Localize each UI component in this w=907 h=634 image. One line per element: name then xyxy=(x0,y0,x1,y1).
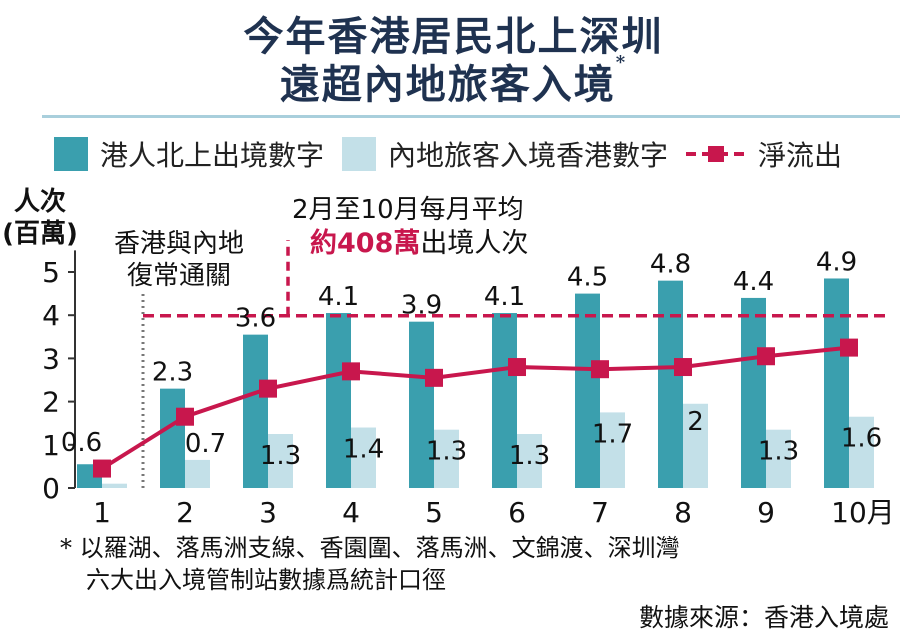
x-tick-label: 8 xyxy=(674,496,692,529)
data-label-mainland-in: 1.3 xyxy=(260,441,301,471)
x-tick-label: 3 xyxy=(259,496,277,529)
legend-label-hk-north: 港人北上出境數字 xyxy=(100,139,325,172)
data-label-hk-north: 2.3 xyxy=(152,358,193,388)
footnote: * 以羅湖、落馬洲支線、香園圍、落馬洲、文錦渡、深圳灣 六大出入境管制站數據爲統… xyxy=(60,532,900,596)
bar-mainland-in xyxy=(185,459,210,488)
y-tick-label: 4 xyxy=(42,299,60,332)
data-label-hk-north: 4.5 xyxy=(567,263,608,293)
net-out-point xyxy=(508,358,526,377)
title-divider xyxy=(42,115,900,118)
bar-hk-north xyxy=(824,278,849,488)
y-axis-label-line2: (百萬) xyxy=(2,219,78,249)
data-label-hk-north: 0.6 xyxy=(61,428,102,458)
bar-hk-north xyxy=(326,313,351,488)
x-tick-label: 4 xyxy=(342,496,360,529)
legend-swatch-hk-north xyxy=(54,137,88,171)
net-out-point xyxy=(342,362,360,381)
x-tick-label: 10月 xyxy=(831,496,895,529)
bar-mainland-in xyxy=(683,403,708,488)
bar-hk-north xyxy=(658,280,683,488)
annotation-average-suffix: 出境人次 xyxy=(420,228,528,259)
data-label-hk-north: 3.6 xyxy=(235,304,276,334)
x-tick-label: 5 xyxy=(425,496,443,529)
bar-mainland-in xyxy=(517,434,542,488)
x-tick-label: 7 xyxy=(591,496,609,529)
y-tick-label: 5 xyxy=(42,256,60,289)
data-label-mainland-in: 1.3 xyxy=(426,437,467,467)
chart-title-line1: 今年香港居民北上深圳 xyxy=(243,13,664,60)
bar-mainland-in xyxy=(766,429,791,488)
bar-hk-north xyxy=(575,293,600,488)
bar-hk-north xyxy=(243,334,268,488)
legend-label-mainland-in: 內地旅客入境香港數字 xyxy=(388,139,669,172)
data-label-mainland-in: 1.4 xyxy=(343,435,384,465)
x-tick-label: 1 xyxy=(93,496,111,529)
y-tick-label: 3 xyxy=(42,342,60,375)
legend: 港人北上出境數字 內地旅客入境香港數字 淨流出 xyxy=(54,134,860,174)
y-tick-label: 1 xyxy=(42,429,60,462)
source-note: 數據來源：香港入境處 xyxy=(638,603,889,632)
legend-item-hk-north: 港人北上出境數字 xyxy=(54,134,324,174)
annotation-average-value: 約408萬 xyxy=(310,227,420,259)
data-label-hk-north: 4.9 xyxy=(816,247,857,277)
net-out-point xyxy=(757,347,775,366)
legend-item-mainland-in: 內地旅客入境香港數字 xyxy=(342,134,668,174)
annotation-reopen-line1: 香港與內地 xyxy=(114,229,244,259)
y-axis-label-line1: 人次 xyxy=(13,187,66,217)
bar-mainland-in xyxy=(849,416,874,488)
title-footnote-mark: * xyxy=(615,52,628,73)
title-line2-text: 遠超內地旅客入境 xyxy=(279,61,616,108)
data-label-hk-north: 4.1 xyxy=(318,282,359,312)
net-out-point xyxy=(840,338,858,357)
annotation-reopen-line2: 復常通關 xyxy=(127,261,231,291)
net-out-point xyxy=(425,368,443,387)
net-out-point xyxy=(176,407,194,426)
footnote-line2: 六大出入境管制站數據爲統計口徑 xyxy=(86,566,446,594)
data-label-hk-north: 3.9 xyxy=(401,291,442,321)
bar-mainland-in xyxy=(351,427,376,488)
bar-mainland-in xyxy=(268,434,293,488)
data-label-mainland-in: 1.3 xyxy=(509,441,550,471)
bar-mainland-in xyxy=(434,429,459,488)
annotation-average-line2: 約408萬出境人次 xyxy=(310,227,528,259)
annotation-average-line1: 2月至10月每月平均 xyxy=(292,195,524,225)
data-label-hk-north: 4.4 xyxy=(733,267,774,297)
chart-title-line2: 遠超內地旅客入境* xyxy=(0,52,907,110)
y-tick-label: 0 xyxy=(42,472,60,505)
legend-swatch-net-out xyxy=(686,137,749,171)
legend-item-net-out: 淨流出 xyxy=(686,134,842,174)
bar-hk-north xyxy=(160,388,185,488)
net-out-point xyxy=(93,459,111,478)
bar-mainland-in xyxy=(600,412,625,488)
y-axis-label: 人次 (百萬) xyxy=(0,186,80,250)
data-label-hk-north: 4.1 xyxy=(484,282,525,312)
footnote-line1: * 以羅湖、落馬洲支線、香園圍、落馬洲、文錦渡、深圳灣 xyxy=(60,534,680,562)
bar-mainland-in xyxy=(102,483,127,488)
data-label-mainland-in: 1.7 xyxy=(592,419,633,449)
bar-hk-north xyxy=(741,297,766,488)
net-out-point xyxy=(591,360,609,379)
bar-hk-north xyxy=(409,321,434,488)
data-label-mainland-in: 1.6 xyxy=(841,424,882,454)
net-out-point xyxy=(259,379,277,398)
x-tick-label: 9 xyxy=(757,496,775,529)
net-out-line xyxy=(100,345,850,471)
legend-label-net-out: 淨流出 xyxy=(758,139,843,172)
data-label-mainland-in: 2 xyxy=(687,407,704,437)
y-tick-label: 2 xyxy=(42,386,60,419)
x-tick-label: 2 xyxy=(176,496,194,529)
bar-hk-north xyxy=(492,313,517,488)
data-label-mainland-in: 1.3 xyxy=(758,437,799,467)
net-out-point xyxy=(674,358,692,377)
legend-swatch-mainland-in xyxy=(342,137,377,171)
data-label-mainland-in: 0.7 xyxy=(185,429,226,459)
data-label-hk-north: 4.8 xyxy=(650,250,691,280)
x-tick-label: 6 xyxy=(508,496,526,529)
